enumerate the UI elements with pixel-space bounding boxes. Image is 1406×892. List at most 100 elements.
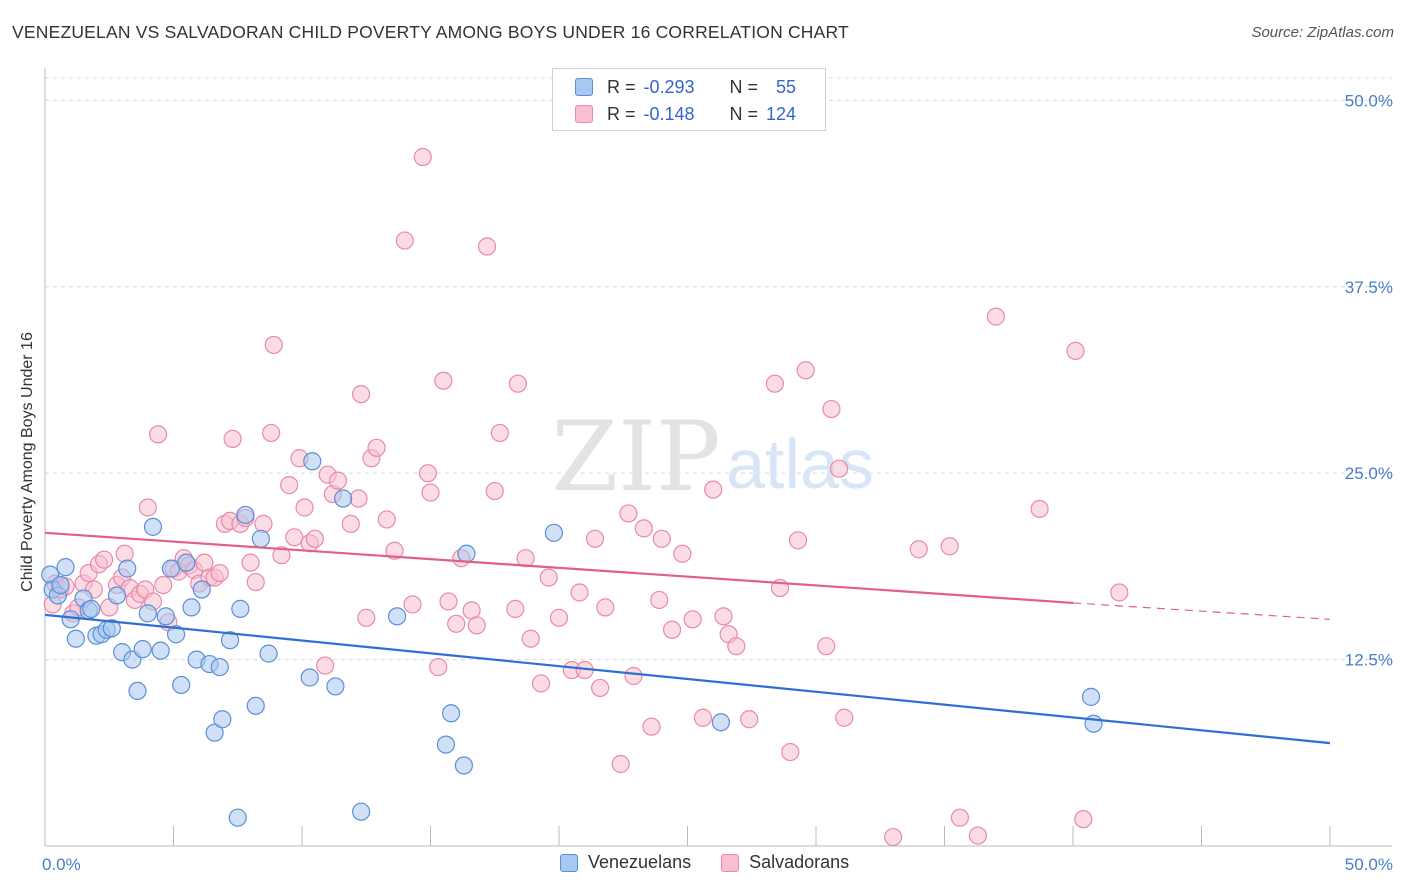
point-salvadorans	[341, 514, 360, 533]
watermark: ZIP atlas	[551, 401, 874, 513]
salvadorans-swatch	[721, 853, 740, 872]
point-salvadorans	[439, 592, 458, 611]
legend-label-salvadorans: Salvadorans	[749, 852, 850, 872]
point-salvadorans	[549, 608, 569, 627]
point-venezuelans	[303, 452, 322, 471]
point-salvadorans	[693, 708, 713, 727]
n-label: N =	[729, 103, 759, 124]
r-label: R =	[607, 76, 636, 97]
tick-labels: 12.5% 25.0% 37.5% 50.0% 0.0% 50.0% Child Pover…	[19, 91, 1393, 874]
point-salvadorans	[328, 471, 348, 490]
point-salvadorans	[305, 529, 324, 548]
point-salvadorans	[272, 546, 291, 565]
point-venezuelans	[326, 677, 345, 696]
point-salvadorans	[210, 563, 229, 583]
trend-lines	[44, 531, 1331, 745]
point-salvadorans	[817, 637, 836, 656]
point-venezuelans	[56, 558, 75, 577]
point-salvadorans	[585, 529, 605, 548]
point-venezuelans	[251, 529, 270, 548]
legend-label-venezuelans: Venezuelans	[588, 852, 692, 872]
point-venezuelans	[387, 607, 407, 626]
point-salvadorans	[1110, 583, 1129, 602]
y-axis-label: Child Poverty Among Boys Under 16	[19, 332, 36, 592]
point-salvadorans	[652, 529, 671, 548]
point-salvadorans	[883, 827, 903, 847]
point-venezuelans	[457, 544, 476, 563]
chart-source: Source: ZipAtlas.com	[1251, 24, 1394, 41]
point-salvadorans	[477, 237, 497, 256]
trend-line-salvadorans	[44, 531, 1074, 605]
r-value-venezuelans: -0.293	[643, 76, 695, 97]
point-venezuelans	[172, 675, 191, 695]
point-salvadorans	[596, 598, 615, 617]
point-salvadorans	[485, 481, 504, 501]
point-salvadorans	[1074, 810, 1093, 829]
point-salvadorans	[521, 629, 540, 648]
point-venezuelans	[259, 644, 278, 663]
point-salvadorans	[403, 595, 422, 614]
venezuelans-swatch	[560, 853, 578, 872]
point-venezuelans	[213, 710, 232, 729]
point-venezuelans	[66, 629, 85, 648]
point-salvadorans	[727, 637, 746, 656]
point-salvadorans	[148, 425, 168, 444]
point-salvadorans	[830, 459, 849, 478]
point-salvadorans	[295, 498, 314, 517]
point-venezuelans	[156, 607, 175, 626]
axes	[44, 68, 1392, 847]
point-salvadorans	[254, 514, 273, 533]
point-salvadorans	[822, 399, 841, 419]
point-salvadorans	[377, 510, 396, 529]
venezuelans-swatch	[575, 78, 593, 96]
point-venezuelans	[118, 559, 137, 578]
point-venezuelans	[82, 599, 101, 618]
point-venezuelans	[1081, 687, 1101, 706]
point-salvadorans	[316, 656, 335, 675]
point-salvadorans	[352, 385, 371, 404]
point-venezuelans	[151, 641, 170, 660]
point-venezuelans	[544, 523, 563, 542]
salvadorans-swatch	[575, 105, 593, 123]
point-salvadorans	[447, 614, 466, 633]
point-salvadorans	[262, 423, 281, 443]
y-tick-label: 37.5%	[1345, 278, 1393, 297]
point-venezuelans	[210, 657, 229, 677]
point-salvadorans	[357, 608, 376, 627]
point-salvadorans	[434, 371, 453, 390]
point-salvadorans	[765, 374, 784, 393]
point-venezuelans	[133, 640, 152, 659]
chart-title: VENEZUELAN VS SALVADORAN CHILD POVERTY A…	[12, 22, 849, 42]
point-salvadorans	[673, 544, 692, 563]
watermark-atlas: atlas	[726, 425, 874, 503]
point-venezuelans	[441, 704, 461, 723]
point-salvadorans	[909, 540, 928, 559]
point-venezuelans	[182, 598, 201, 617]
legend-item-salvadorans: Salvadorans	[721, 852, 849, 873]
n-value-salvadorans: 124	[766, 103, 797, 124]
y-tick-label: 12.5%	[1345, 651, 1393, 670]
point-venezuelans	[143, 517, 163, 536]
point-salvadorans	[508, 374, 527, 393]
point-salvadorans	[570, 583, 589, 602]
point-venezuelans	[436, 735, 456, 754]
point-salvadorans	[246, 572, 265, 592]
gridlines	[45, 77, 1392, 661]
point-salvadorans	[467, 616, 486, 635]
legend-item-venezuelans: Venezuelans	[560, 852, 691, 873]
point-venezuelans	[161, 559, 181, 578]
point-salvadorans	[285, 528, 304, 547]
point-venezuelans	[236, 505, 255, 525]
point-salvadorans	[683, 610, 702, 629]
point-salvadorans	[95, 550, 114, 569]
watermark-zip: ZIP	[551, 401, 720, 513]
point-venezuelans	[192, 580, 211, 599]
point-venezuelans	[300, 668, 319, 687]
data-points	[41, 147, 1129, 847]
point-salvadorans	[634, 519, 653, 538]
legend-row-venezuelans: R = -0.293 N = 55	[575, 75, 796, 99]
point-salvadorans	[950, 808, 970, 827]
point-salvadorans	[395, 231, 414, 250]
point-salvadorans	[986, 307, 1006, 326]
